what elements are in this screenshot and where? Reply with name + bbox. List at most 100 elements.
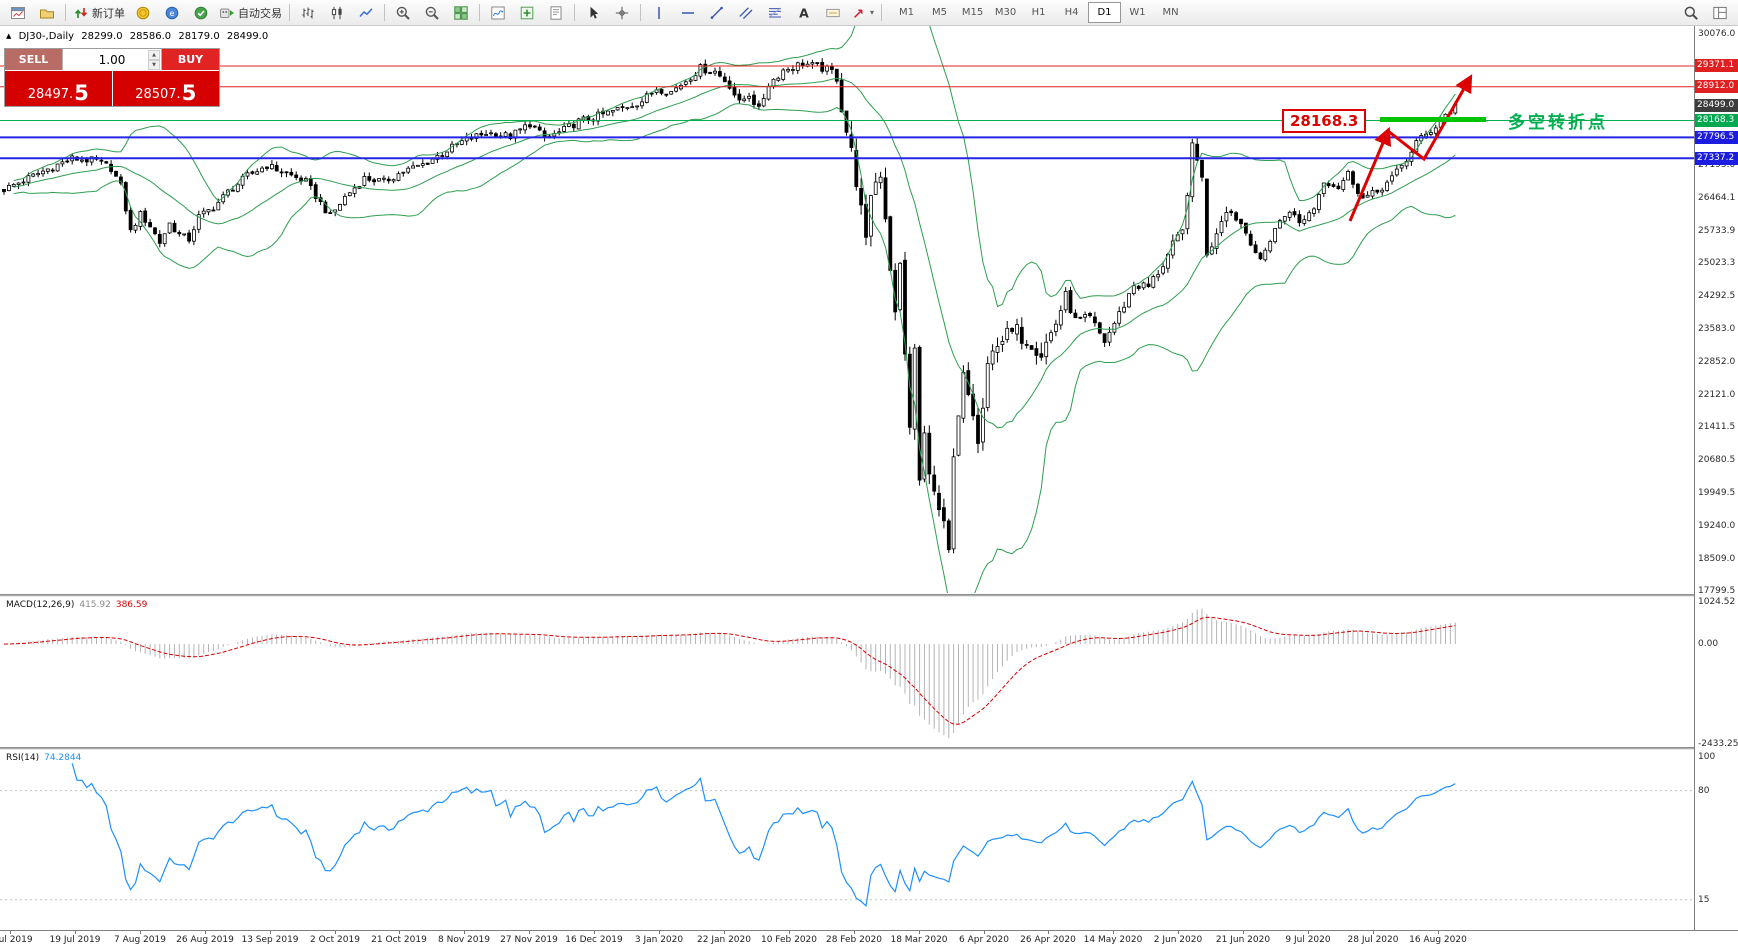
tile-windows-button[interactable] (447, 1, 475, 25)
sell-price[interactable]: 28497. 5 (5, 71, 113, 106)
community-button[interactable] (187, 1, 215, 25)
rsi-axis-label: 80 (1698, 786, 1710, 796)
macd-layer (3, 608, 1456, 739)
deposit-button[interactable] (129, 1, 157, 25)
time-axis-label: 14 May 2020 (1083, 935, 1143, 945)
time-axis-tick (1373, 931, 1374, 934)
fibonacci-icon (768, 7, 782, 17)
templates-button[interactable] (542, 1, 570, 25)
search-button[interactable] (1677, 1, 1705, 25)
time-axis-tick (140, 931, 141, 934)
price-axis-label: 18509.0 (1698, 554, 1736, 564)
price-axis-label: 25023.3 (1698, 258, 1736, 268)
new-order-button[interactable]: 新订单 (70, 1, 128, 25)
channel-button[interactable] (732, 1, 760, 25)
price-scale[interactable]: 30076.0 27195.0 26464.1 25733.9 25023.3 24292… (1695, 26, 1738, 930)
zoom-out-button[interactable] (418, 1, 446, 25)
panel-splitter[interactable] (0, 747, 1738, 750)
time-axis-label: 2 Oct 2019 (310, 935, 360, 945)
trendline-button[interactable] (703, 1, 731, 25)
panel-splitter[interactable] (0, 594, 1738, 597)
trendline-icon (710, 6, 723, 19)
volume-down-button[interactable]: ▼ (148, 60, 160, 70)
rsi-label: RSI(14) 74.2844 (6, 753, 82, 763)
tile-windows-icon (454, 5, 468, 20)
crosshair-button[interactable] (608, 1, 636, 25)
layout-button[interactable] (1706, 1, 1734, 25)
fibonacci-button[interactable] (761, 1, 789, 25)
toolbar-button-label: 自动交易 (238, 6, 282, 20)
time-axis-tick (529, 931, 530, 934)
time-axis-label: 16 Aug 2020 (1409, 935, 1467, 945)
one-click-trading-panel: SELL 1.00 ▲ ▼ BUY 28497. 5 28507. 5 (4, 48, 220, 107)
time-axis-tick (1438, 931, 1439, 934)
profiles-icon (40, 9, 54, 18)
volume-input[interactable]: 1.00 ▲ ▼ (62, 49, 162, 70)
templates-icon (550, 5, 562, 20)
cursor-button[interactable] (579, 1, 607, 25)
price-badge-green: 28168.3 (1695, 114, 1738, 127)
text-icon: A (799, 5, 809, 20)
svg-text:A: A (799, 5, 809, 20)
vertical-line-button[interactable] (645, 1, 673, 25)
arrows-button[interactable]: ▾ (848, 1, 877, 25)
line-chart-icon (359, 7, 373, 17)
collapse-arrow-icon[interactable]: ▲ (6, 32, 12, 40)
time-axis-tick (789, 931, 790, 934)
volume-up-button[interactable]: ▲ (148, 50, 160, 60)
sell-button[interactable]: SELL (5, 49, 62, 70)
candlestick-chart-button[interactable] (323, 1, 351, 25)
label-button[interactable] (819, 1, 847, 25)
timeframe-m30-button[interactable]: M30 (994, 7, 1017, 18)
line-chart-button[interactable] (352, 1, 380, 25)
price-badge-red: 29371.1 (1695, 59, 1738, 72)
layout-icon (1713, 6, 1727, 19)
timeframe-mn-button[interactable]: MN (1162, 7, 1179, 18)
rsi-axis-label: 15 (1698, 895, 1710, 905)
timeframe-m5-button[interactable]: M5 (932, 7, 948, 18)
crosshair-icon (615, 6, 629, 19)
toolbar-separator (65, 4, 66, 21)
timeframe-d1-button[interactable]: D1 (1088, 2, 1122, 23)
rsi-axis-label: 100 (1698, 752, 1716, 762)
text-button[interactable]: A (790, 1, 818, 25)
ohlc-low: 28179.0 (178, 31, 220, 42)
candlestick-chart-icon (331, 6, 342, 19)
time-axis-label: 21 Oct 2019 (371, 935, 427, 945)
price-flag-label[interactable]: 28168.3 (1282, 109, 1367, 133)
time-axis-label: 18 Mar 2020 (890, 935, 948, 945)
timeframe-w1-button[interactable]: W1 (1129, 7, 1146, 18)
volume-spinner: ▲ ▼ (148, 50, 160, 70)
zoom-in-button[interactable] (389, 1, 417, 25)
bar-chart-button[interactable] (294, 1, 322, 25)
trend-arrows[interactable] (1348, 74, 1473, 222)
timeframe-h1-button[interactable]: H1 (1031, 7, 1046, 18)
timeframe-m1-button[interactable]: M1 (899, 7, 915, 18)
turning-point-label[interactable]: 多空转折点 (1508, 113, 1608, 133)
time-axis-tick (1048, 931, 1049, 934)
price-axis-label: 20680.5 (1698, 455, 1736, 465)
arrows-icon (854, 8, 863, 18)
time-scale[interactable]: 1 Jul 2019 19 Jul 2019 7 Aug 2019 26 Aug 20… (0, 930, 1738, 949)
time-axis-label: 3 Jan 2020 (634, 935, 684, 945)
toolbar-separator (289, 4, 290, 21)
macd-label: MACD(12,26,9) 415.92 386.59 (6, 600, 148, 610)
price-axis-label: 25733.9 (1698, 226, 1736, 236)
time-axis-tick (984, 931, 985, 934)
price-badge-blue: 27796.5 (1695, 131, 1738, 144)
highlight-bar[interactable] (1380, 117, 1486, 122)
indicators-button[interactable] (484, 1, 512, 25)
profiles-button[interactable] (33, 1, 61, 25)
add-period-button[interactable] (513, 1, 541, 25)
buy-price[interactable]: 28507. 5 (112, 71, 219, 106)
timeframe-m15-button[interactable]: M15 (961, 7, 984, 18)
mql5-button[interactable]: e (158, 1, 186, 25)
timeframe-h4-button[interactable]: H4 (1064, 7, 1079, 18)
buy-button[interactable]: BUY (162, 49, 219, 70)
chart-window-button[interactable] (4, 1, 32, 25)
horizontal-line-button[interactable] (674, 1, 702, 25)
ohlc-open: 28299.0 (81, 31, 123, 42)
label-icon (826, 8, 840, 17)
autotrading-button[interactable]: 自动交易 (216, 1, 285, 25)
